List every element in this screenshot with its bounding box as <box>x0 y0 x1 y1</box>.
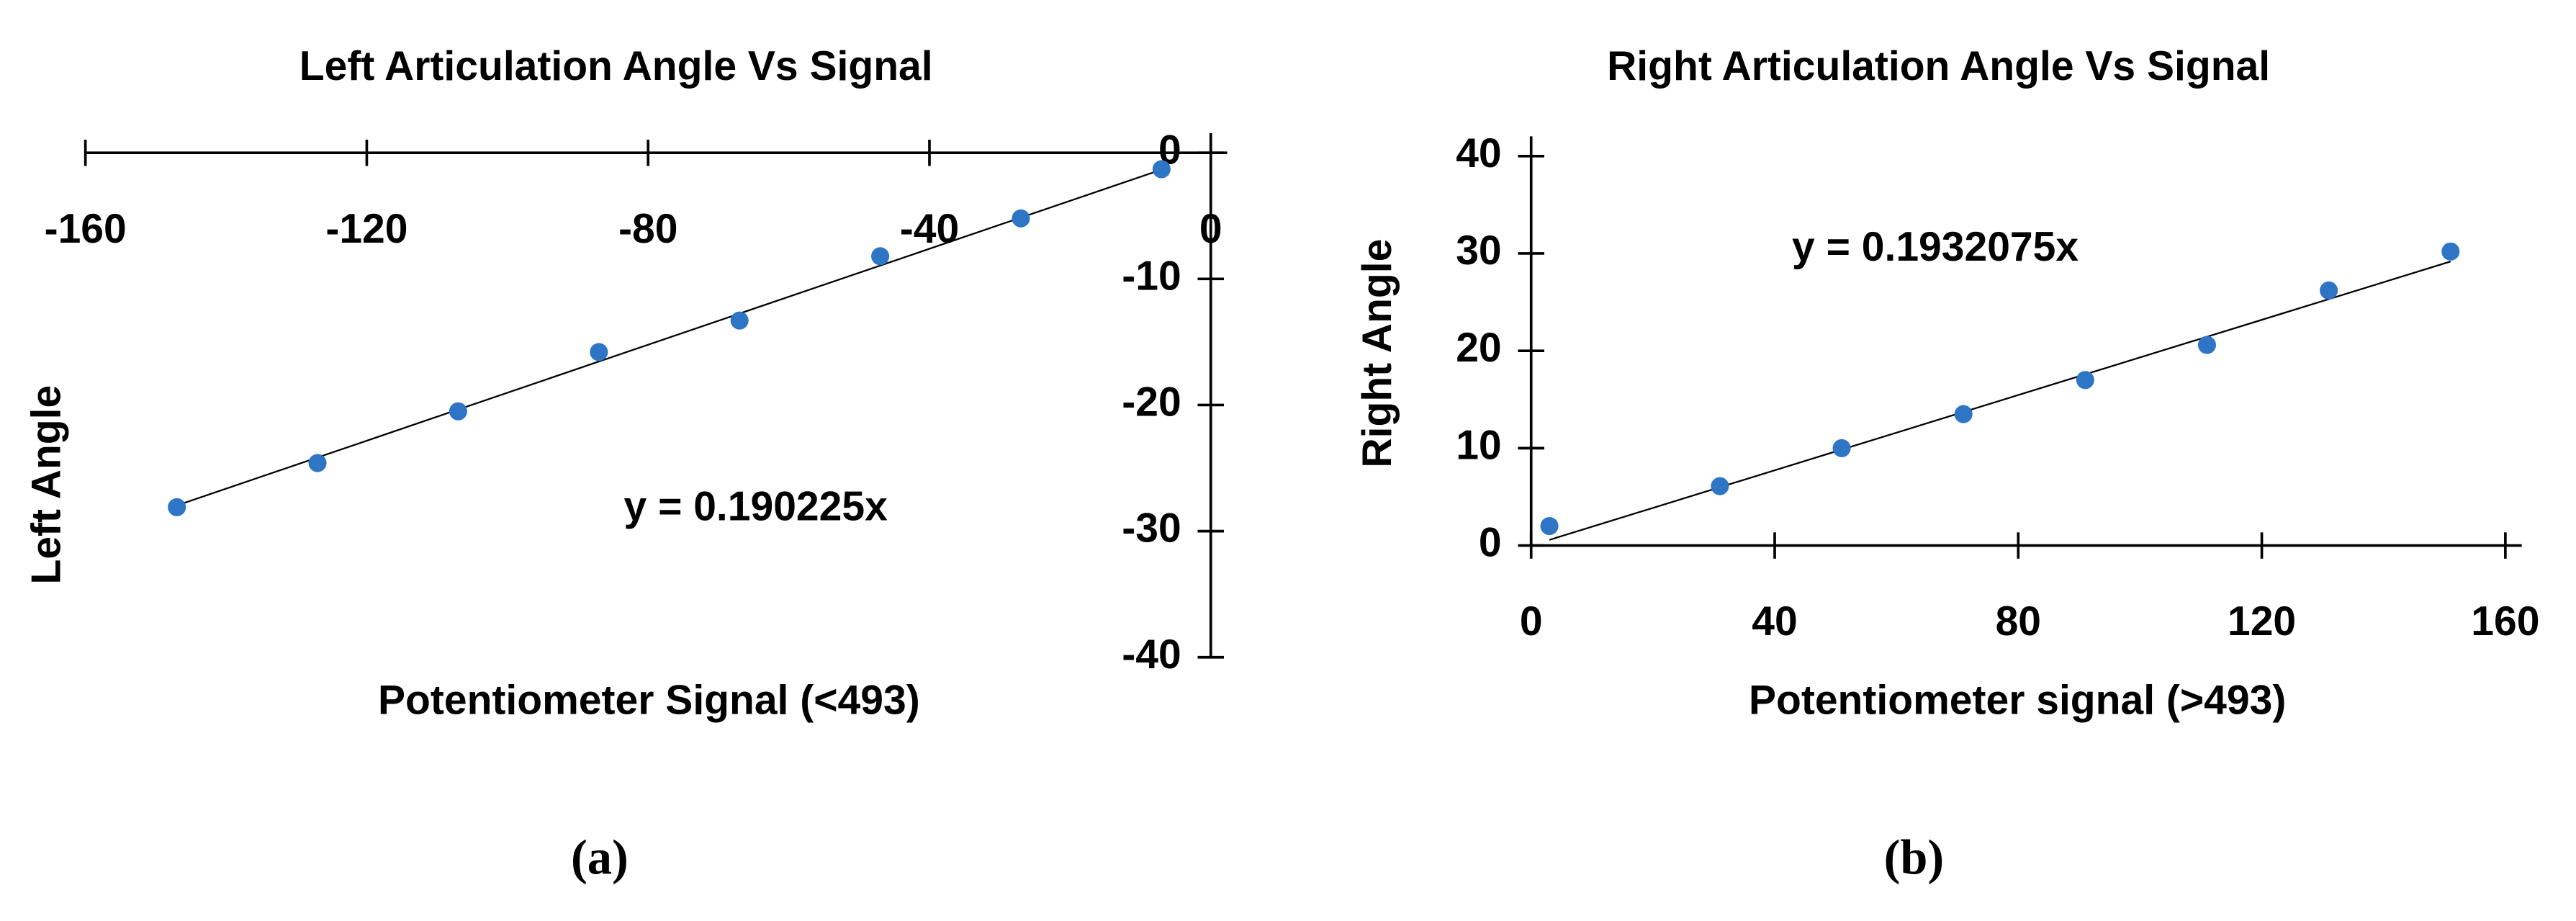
y-tick-label: 20 <box>1456 325 1501 371</box>
data-point <box>2441 242 2460 261</box>
data-point <box>1540 516 1559 536</box>
data-point <box>2076 371 2094 390</box>
trendline-equation: y = 0.1932075x <box>1792 224 2079 270</box>
x-tick-label: -120 <box>325 206 407 252</box>
y-tick-label: 30 <box>1456 228 1501 274</box>
y-tick-label: 0 <box>1479 520 1502 566</box>
data-point <box>2320 281 2338 300</box>
y-tick-label: -30 <box>1122 506 1181 552</box>
data-point <box>730 311 749 330</box>
trendline-equation: y = 0.190225x <box>624 483 888 529</box>
x-tick-label: 0 <box>1199 206 1222 252</box>
x-tick-label: 80 <box>1996 598 2041 644</box>
x-tick-label: -80 <box>618 206 677 252</box>
y-tick-label: -20 <box>1122 379 1181 426</box>
x-axis-label: Potentiometer signal (>493) <box>1749 678 2286 724</box>
caption: (a) <box>571 830 629 885</box>
data-point <box>2197 336 2217 354</box>
trendline <box>1549 261 2451 541</box>
data-point <box>1152 160 1171 179</box>
caption: (b) <box>1884 830 1945 885</box>
y-tick-label: -40 <box>1122 632 1181 678</box>
data-point <box>1832 439 1851 457</box>
y-tick-label: 40 <box>1456 130 1501 176</box>
data-point <box>590 343 608 361</box>
chart-title: Right Articulation Angle Vs Signal <box>1607 43 2270 89</box>
data-point <box>308 454 327 472</box>
x-tick-label: 160 <box>2471 598 2539 644</box>
trendline <box>176 169 1162 507</box>
x-axis-label: Potentiometer Signal (<493) <box>378 678 920 724</box>
x-tick-label: -160 <box>45 206 127 252</box>
y-axis-label: Left Angle <box>24 385 70 585</box>
data-point <box>168 498 186 516</box>
x-tick-label: 0 <box>1520 598 1543 644</box>
data-point <box>1954 405 1973 423</box>
x-tick-label: -40 <box>900 206 959 252</box>
y-tick-label: -10 <box>1122 253 1181 299</box>
data-point <box>1711 477 1729 495</box>
x-tick-label: 120 <box>2228 598 2296 644</box>
data-point <box>871 247 890 266</box>
x-tick-label: 40 <box>1752 598 1797 644</box>
y-axis-label: Right Angle <box>1354 239 1400 468</box>
data-point <box>449 402 467 421</box>
data-point <box>1012 209 1030 228</box>
y-tick-label: 10 <box>1456 422 1501 468</box>
chart-title: Left Articulation Angle Vs Signal <box>300 43 933 89</box>
